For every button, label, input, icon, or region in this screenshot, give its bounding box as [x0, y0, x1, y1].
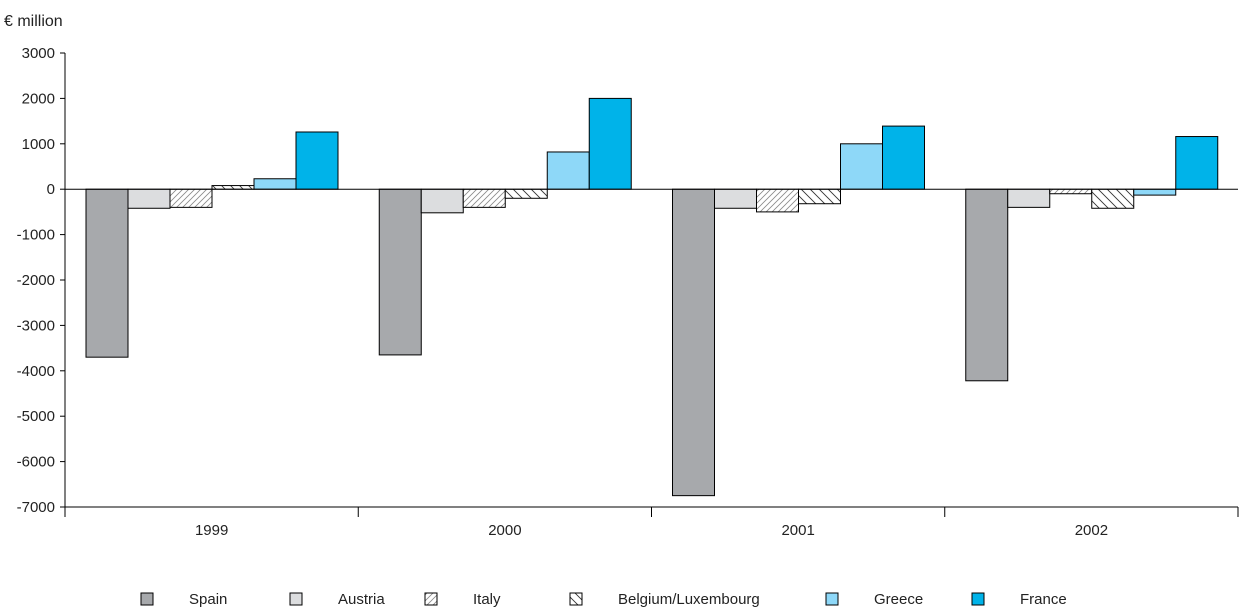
bar-austria-2000: [420, 188, 464, 214]
y-axis-label: € million: [4, 13, 63, 30]
bar-greece-2000: [546, 151, 590, 190]
bar-italy-2001: [756, 188, 799, 213]
bar-belgium-luxembourg-2001: [798, 188, 841, 205]
legend-swatch-italy: [424, 592, 438, 606]
bar-spain-2000: [378, 188, 422, 356]
y-tick-label: 3000: [22, 45, 55, 62]
legend-label-austria: Austria: [338, 591, 385, 608]
plot-area: 3000 2000 1000 0 -1000 -2000 -3000 -4000 -5000 -6…: [17, 45, 1239, 539]
y-tick-label: -5000: [17, 408, 55, 425]
legend-label-belgium-luxembourg: Belgium/Luxembourg: [618, 591, 760, 608]
x-tick-label: 1999: [195, 522, 228, 539]
legend-swatch-greece: [825, 592, 839, 606]
bar-france-2001: [882, 125, 925, 190]
bar-spain-2002: [965, 188, 1009, 382]
legend-swatch-spain: [140, 592, 154, 606]
y-tick-label: -3000: [17, 317, 55, 334]
y-tick-label: -2000: [17, 272, 55, 289]
y-tick-label: 1000: [22, 136, 55, 153]
y-tick-label: 0: [47, 181, 55, 198]
legend-swatch-austria: [289, 592, 303, 606]
legend-label-italy: Italy: [473, 591, 501, 608]
x-tick-label: 2001: [781, 522, 814, 539]
legend-label-greece: Greece: [874, 591, 923, 608]
bar-austria-2002: [1007, 188, 1051, 208]
bar-italy-2000: [462, 188, 506, 208]
bar-greece-1999: [253, 178, 297, 190]
y-tick-label: 2000: [22, 90, 55, 107]
bar-france-1999: [295, 131, 339, 190]
x-tick-label: 2002: [1075, 522, 1108, 539]
legend-label-spain: Spain: [189, 591, 227, 608]
legend-label-france: France: [1020, 591, 1067, 608]
legend-swatch-france: [971, 592, 985, 606]
bar-france-2002: [1175, 136, 1219, 190]
bar-italy-1999: [169, 188, 213, 208]
bar-spain-1999: [85, 188, 129, 358]
bar-greece-2001: [840, 143, 883, 190]
bar-austria-1999: [127, 188, 171, 209]
bar-spain-2001: [672, 188, 715, 497]
bar-belgium-luxembourg-2002: [1091, 188, 1135, 209]
bar-belgium-luxembourg-1999: [211, 185, 255, 190]
legend-swatch-belgium-luxembourg: [569, 592, 583, 606]
bar-france-2000: [588, 97, 632, 190]
bar-italy-2002: [1049, 188, 1093, 195]
bar-belgium-luxembourg-2000: [504, 188, 548, 199]
y-tick-label: -6000: [17, 454, 55, 471]
bar-greece-2002: [1133, 188, 1177, 196]
y-tick-label: -1000: [17, 227, 55, 244]
y-tick-label: -7000: [17, 499, 55, 516]
x-tick-label: 2000: [488, 522, 521, 539]
y-tick-label: -4000: [17, 363, 55, 380]
legend: Spain Austria Italy Belgium/Luxembourg Greec…: [140, 591, 1067, 608]
bar-austria-2001: [714, 188, 757, 209]
